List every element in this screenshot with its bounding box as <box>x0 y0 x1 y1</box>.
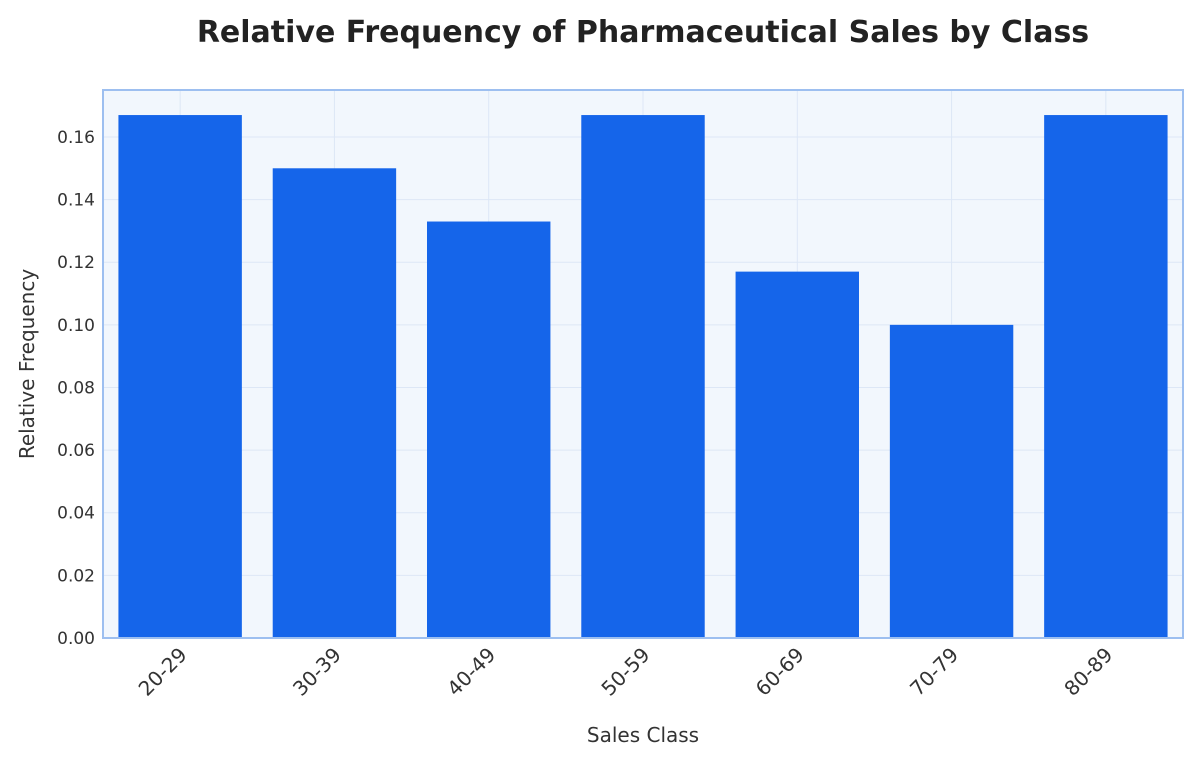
x-tick-label: 60-69 <box>751 643 809 701</box>
x-tick-label: 70-79 <box>905 643 963 701</box>
y-tick-label: 0.16 <box>57 128 95 148</box>
y-tick-label: 0.04 <box>57 504 95 524</box>
x-tick-label: 20-29 <box>134 643 192 701</box>
y-tick-label: 0.02 <box>57 566 95 586</box>
bar-30-39 <box>272 168 397 639</box>
bar-20-29 <box>118 115 242 638</box>
bar-80-89 <box>1044 115 1168 638</box>
bar-40-49 <box>427 221 551 638</box>
bars <box>118 115 1168 639</box>
plot-border <box>102 89 1184 639</box>
bar-50-59 <box>581 115 705 638</box>
x-axis-label: Sales Class <box>587 723 699 747</box>
x-tick-label: 30-39 <box>288 643 346 701</box>
y-tick-label: 0.06 <box>57 441 95 461</box>
x-tick-label: 80-89 <box>1059 643 1117 701</box>
y-axis-ticks: 0.00 0.02 0.04 0.06 0.08 0.10 0.12 0.14 0.16 <box>57 128 95 649</box>
chart-title: Relative Frequency of Pharmaceutical Sal… <box>197 15 1089 50</box>
x-axis-ticks: 20-29 30-39 40-49 50-59 60-69 70-79 80-89 <box>134 643 1118 701</box>
bar-60-69 <box>735 271 859 638</box>
y-tick-label: 0.00 <box>57 629 95 649</box>
y-axis-label: Relative Frequency <box>15 269 39 459</box>
y-tick-label: 0.14 <box>57 191 95 211</box>
x-tick-label: 50-59 <box>596 643 654 701</box>
y-tick-label: 0.08 <box>57 378 95 398</box>
y-tick-label: 0.10 <box>57 316 95 336</box>
y-tick-label: 0.12 <box>57 253 95 273</box>
bar-70-79 <box>889 324 1014 638</box>
x-tick-label: 40-49 <box>442 643 500 701</box>
